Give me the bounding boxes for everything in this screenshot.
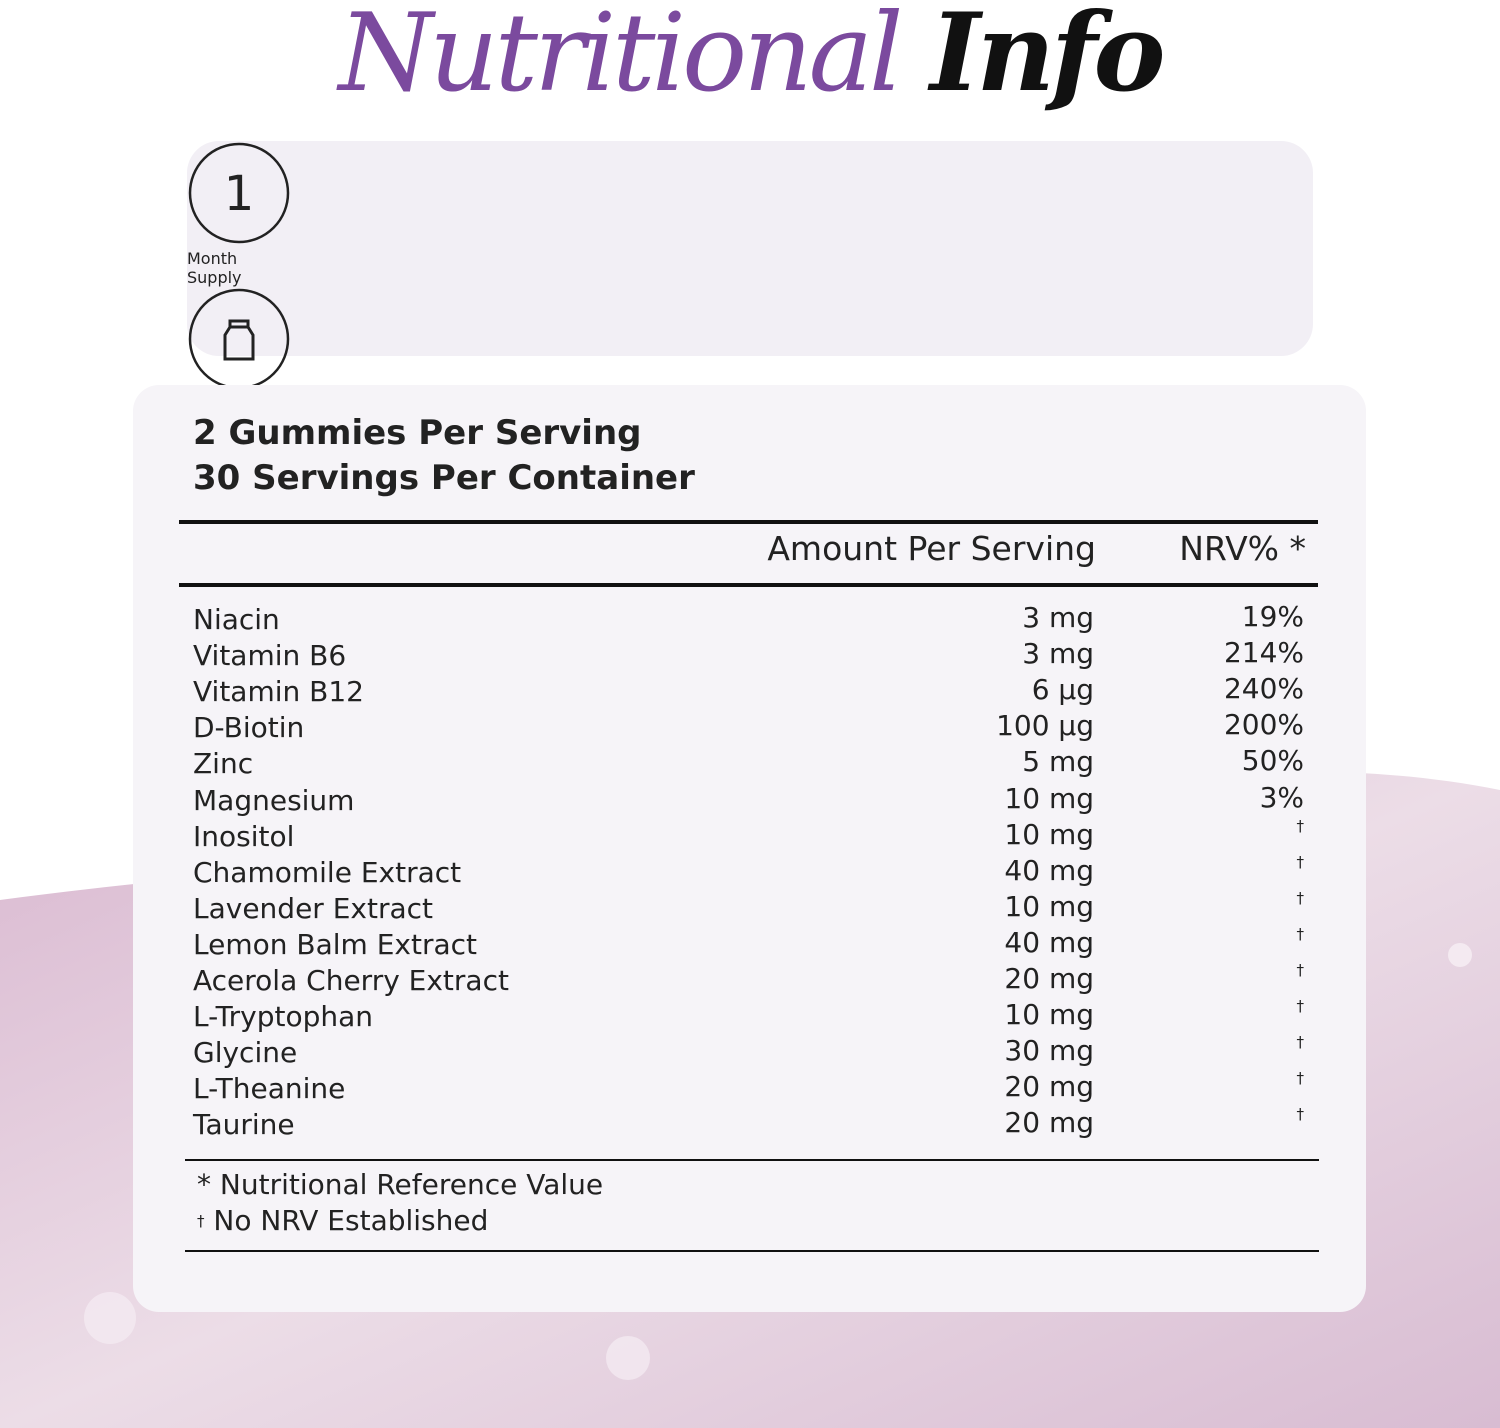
nutrient-amount: 6 µg <box>1031 673 1094 707</box>
nutrient-nrv: † <box>1296 1105 1305 1124</box>
nutrient-amount: 5 mg <box>1022 745 1094 779</box>
footnote-text: Nutritional Reference Value <box>219 1168 604 1201</box>
nutrient-name: Lemon Balm Extract <box>193 927 477 961</box>
nutrient-amount: 10 mg <box>1004 781 1094 815</box>
nutrient-amount: 20 mg <box>1004 962 1094 995</box>
rule <box>179 520 1318 524</box>
footnote: † No NRV Established <box>197 1203 488 1239</box>
badge-icon: 1 <box>188 142 290 244</box>
nutrient-nrv: † <box>1296 1069 1305 1088</box>
nutrient-amount: 20 mg <box>1004 1106 1094 1140</box>
nutrient-name: Glycine <box>193 1036 298 1070</box>
nutrient-name: D-Biotin <box>193 711 305 745</box>
nutrient-name: Vitamin B12 <box>193 675 364 709</box>
nutrient-name: Acerola Cherry Extract <box>193 964 509 997</box>
nutrient-nrv: 50% <box>1241 744 1304 778</box>
nutrient-amount: 10 mg <box>1004 889 1094 923</box>
badge-circle <box>188 288 290 390</box>
nutrient-amount: 20 mg <box>1004 1070 1094 1104</box>
nutrient-name: Vitamin B6 <box>193 639 347 673</box>
badge-label: Month Supply <box>187 249 1313 287</box>
nutrient-nrv: † <box>1296 997 1305 1016</box>
nutrient-name: Magnesium <box>193 783 355 817</box>
rule <box>179 583 1318 587</box>
nutrient-amount: 40 mg <box>1004 925 1094 959</box>
nutrient-nrv: † <box>1296 924 1305 943</box>
nutrient-nrv: † <box>1296 852 1305 871</box>
nutrient-amount: 3 mg <box>1022 637 1094 671</box>
nutrient-name: Niacin <box>193 603 280 636</box>
nutrient-nrv: † <box>1296 1033 1305 1052</box>
badge-icon-text: 1 <box>224 166 255 222</box>
nutrient-nrv: 3% <box>1259 780 1304 814</box>
serving-line: 2 Gummies Per Serving <box>193 413 642 453</box>
title-part: Info <box>929 0 1166 116</box>
footnote-text: No NRV Established <box>213 1204 489 1237</box>
nutrient-name: Lavender Extract <box>193 891 433 925</box>
nutrient-name: L-Theanine <box>193 1072 346 1106</box>
nutrient-name: Taurine <box>193 1108 295 1142</box>
badge-circle <box>188 142 290 244</box>
title: Nutritional Info <box>0 0 1500 116</box>
header-nrv: NRV% * <box>1179 529 1306 568</box>
badge-icon <box>188 288 290 390</box>
nutrient-nrv: 240% <box>1223 672 1304 706</box>
badge-label-line: Month <box>187 249 238 268</box>
nutrient-amount: 40 mg <box>1004 853 1094 887</box>
nutrient-nrv: 200% <box>1223 708 1304 742</box>
header-amount: Amount Per Serving <box>767 529 1096 568</box>
nutrient-amount: 30 mg <box>1004 1034 1094 1068</box>
nutrient-nrv: † <box>1296 888 1305 907</box>
nutrient-amount: 100 µg <box>996 709 1094 743</box>
nutrient-amount: 10 mg <box>1004 998 1094 1032</box>
rule <box>185 1250 1319 1252</box>
title-part: Nutritional <box>338 0 904 116</box>
nutrient-name: Chamomile Extract <box>193 855 462 889</box>
nutrition-panel: 2 Gummies Per Serving 30 Servings Per Co… <box>133 385 1366 1312</box>
nutrient-nrv: 19% <box>1241 600 1304 633</box>
nutrient-nrv: 214% <box>1223 636 1304 670</box>
nutrient-name: L-Tryptophan <box>193 1000 374 1034</box>
badge-panel: 1MonthSupplyDairyFreePalm OilFreeGelatin… <box>187 141 1313 1158</box>
serving-line: 30 Servings Per Container <box>193 458 695 498</box>
footnote: * Nutritional Reference Value <box>197 1167 603 1203</box>
nutrient-amount: 10 mg <box>1004 817 1094 851</box>
nutrient-amount: 3 mg <box>1022 601 1094 634</box>
badge-label-line: Supply <box>187 268 242 287</box>
footnote-mark: * <box>197 1168 211 1201</box>
nutrient-nrv: † <box>1296 816 1305 835</box>
nutrient-name: Zinc <box>193 747 254 781</box>
nutrient-nrv: † <box>1296 961 1305 979</box>
badge: 1 Month Supply <box>187 141 1313 287</box>
nutrient-name: Inositol <box>193 819 295 853</box>
rule <box>185 1159 1319 1161</box>
footnote-mark: † <box>197 1212 205 1230</box>
